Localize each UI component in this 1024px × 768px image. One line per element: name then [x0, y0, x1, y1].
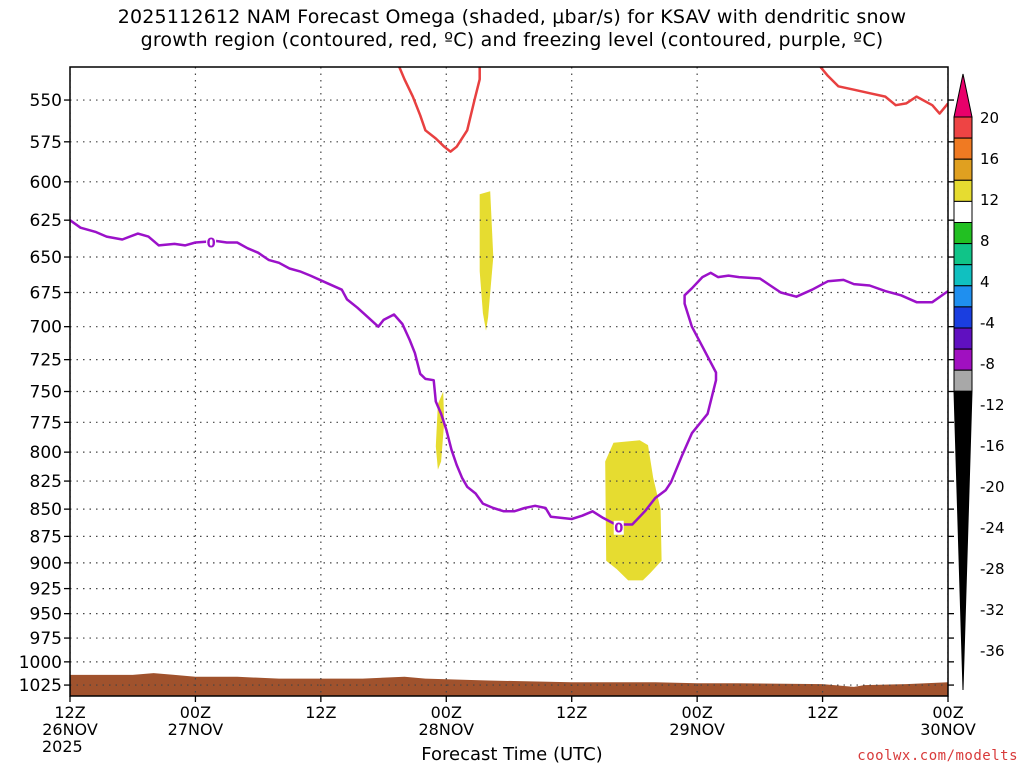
freezing-level-label: 0 [614, 522, 623, 537]
freezing-label-bg [206, 235, 217, 250]
colorbar: 20 16 12 8 4 -4 -8 -12 -16 -20 -24 -28 -32 -36 [953, 73, 1005, 691]
y-tick-label: 900 [30, 554, 62, 574]
x-axis-label: Forecast Time (UTC) [421, 744, 603, 765]
x-tick-label: 00Z [932, 703, 963, 722]
y-tick-label: 575 [30, 133, 62, 153]
y-tick-label: 1000 [19, 653, 62, 673]
y-tick-label: 850 [30, 500, 62, 520]
x-tick-label: 00Z [431, 703, 462, 722]
x-tick-label: 00Z [681, 703, 712, 722]
colorbar-level-label: -28 [980, 560, 1005, 578]
x-tick-label: 12Z [556, 703, 587, 722]
colorbar-level-label: -32 [980, 601, 1005, 619]
x-tick-label: 12Z [305, 703, 336, 722]
colorbar-level-label: -16 [980, 437, 1005, 455]
y-tick-label: 725 [30, 351, 62, 371]
omega-shade-1 [479, 191, 494, 331]
freezing-level-label: 0 [207, 236, 216, 251]
plot-area: 00 [70, 67, 948, 696]
colorbar-level-label: -20 [980, 478, 1005, 496]
x-tick-label: 12Z [54, 703, 85, 722]
y-tick-label: 950 [30, 605, 62, 625]
y-tick-label: 1025 [19, 676, 62, 696]
colorbar-box [953, 158, 973, 181]
colorbar-bottom-arrow [953, 390, 973, 691]
y-tick-label: 925 [30, 580, 62, 600]
x-tick-label: 29NOV [669, 720, 725, 739]
x-tick-label: 12Z [807, 703, 838, 722]
y-tick-label: 775 [30, 413, 62, 433]
y-tick-label: 700 [30, 318, 62, 338]
y-tick-label: 625 [30, 211, 62, 231]
colorbar-box [953, 137, 973, 160]
x-tick-label: 27NOV [168, 720, 224, 739]
x-tick-label: 26NOV [42, 720, 98, 739]
colorbar-box [953, 285, 973, 308]
colorbar-box [953, 116, 973, 139]
omega-shade-2 [435, 391, 445, 470]
colorbar-box [953, 369, 973, 392]
colorbar-box [953, 264, 973, 287]
y-tick-label: 975 [30, 629, 62, 649]
y-tick-label: 675 [30, 283, 62, 303]
colorbar-level-label: -4 [980, 314, 995, 332]
colorbar-level-label: 8 [980, 232, 990, 250]
colorbar-box [953, 348, 973, 371]
dendritic-contour-2 [819, 67, 948, 115]
colorbar-level-label: -12 [980, 396, 1005, 414]
y-tick-label: 600 [30, 173, 62, 193]
credit-text: coolwx.com/modelts [857, 748, 1018, 764]
y-tick-label: 650 [30, 248, 62, 268]
colorbar-box [953, 200, 973, 223]
colorbar-level-label: -24 [980, 519, 1005, 537]
plot-frame [69, 66, 949, 697]
y-tick-label: 825 [30, 472, 62, 492]
freezing-label-bg [613, 520, 624, 535]
y-tick-label: 750 [30, 383, 62, 403]
y-tick-label: 875 [30, 527, 62, 547]
surface-fill [70, 673, 948, 696]
y-tick-label: 550 [30, 91, 62, 111]
colorbar-box [953, 327, 973, 350]
x-tick-label: 00Z [180, 703, 211, 722]
freezing-level-line [70, 219, 948, 526]
omega-shade-3 [605, 440, 662, 581]
y-tick-label: 800 [30, 443, 62, 463]
chart-title: 2025112612 NAM Forecast Omega (shaded, μ… [117, 6, 907, 51]
colorbar-level-label: 20 [980, 109, 999, 127]
colorbar-top-arrow [953, 73, 973, 118]
dendritic-contour-1 [398, 67, 481, 153]
colorbar-box [953, 222, 973, 245]
colorbar-level-label: -36 [980, 642, 1005, 660]
colorbar-box [953, 306, 973, 329]
x-tick-label: 2025 [42, 737, 83, 756]
colorbar-level-label: -8 [980, 355, 995, 373]
x-tick-label: 28NOV [418, 720, 474, 739]
colorbar-box [953, 243, 973, 266]
colorbar-box [953, 179, 973, 202]
colorbar-level-label: 12 [980, 191, 999, 209]
colorbar-level-label: 4 [980, 273, 990, 291]
colorbar-level-label: 16 [980, 150, 999, 168]
x-tick-label: 30NOV [920, 720, 976, 739]
